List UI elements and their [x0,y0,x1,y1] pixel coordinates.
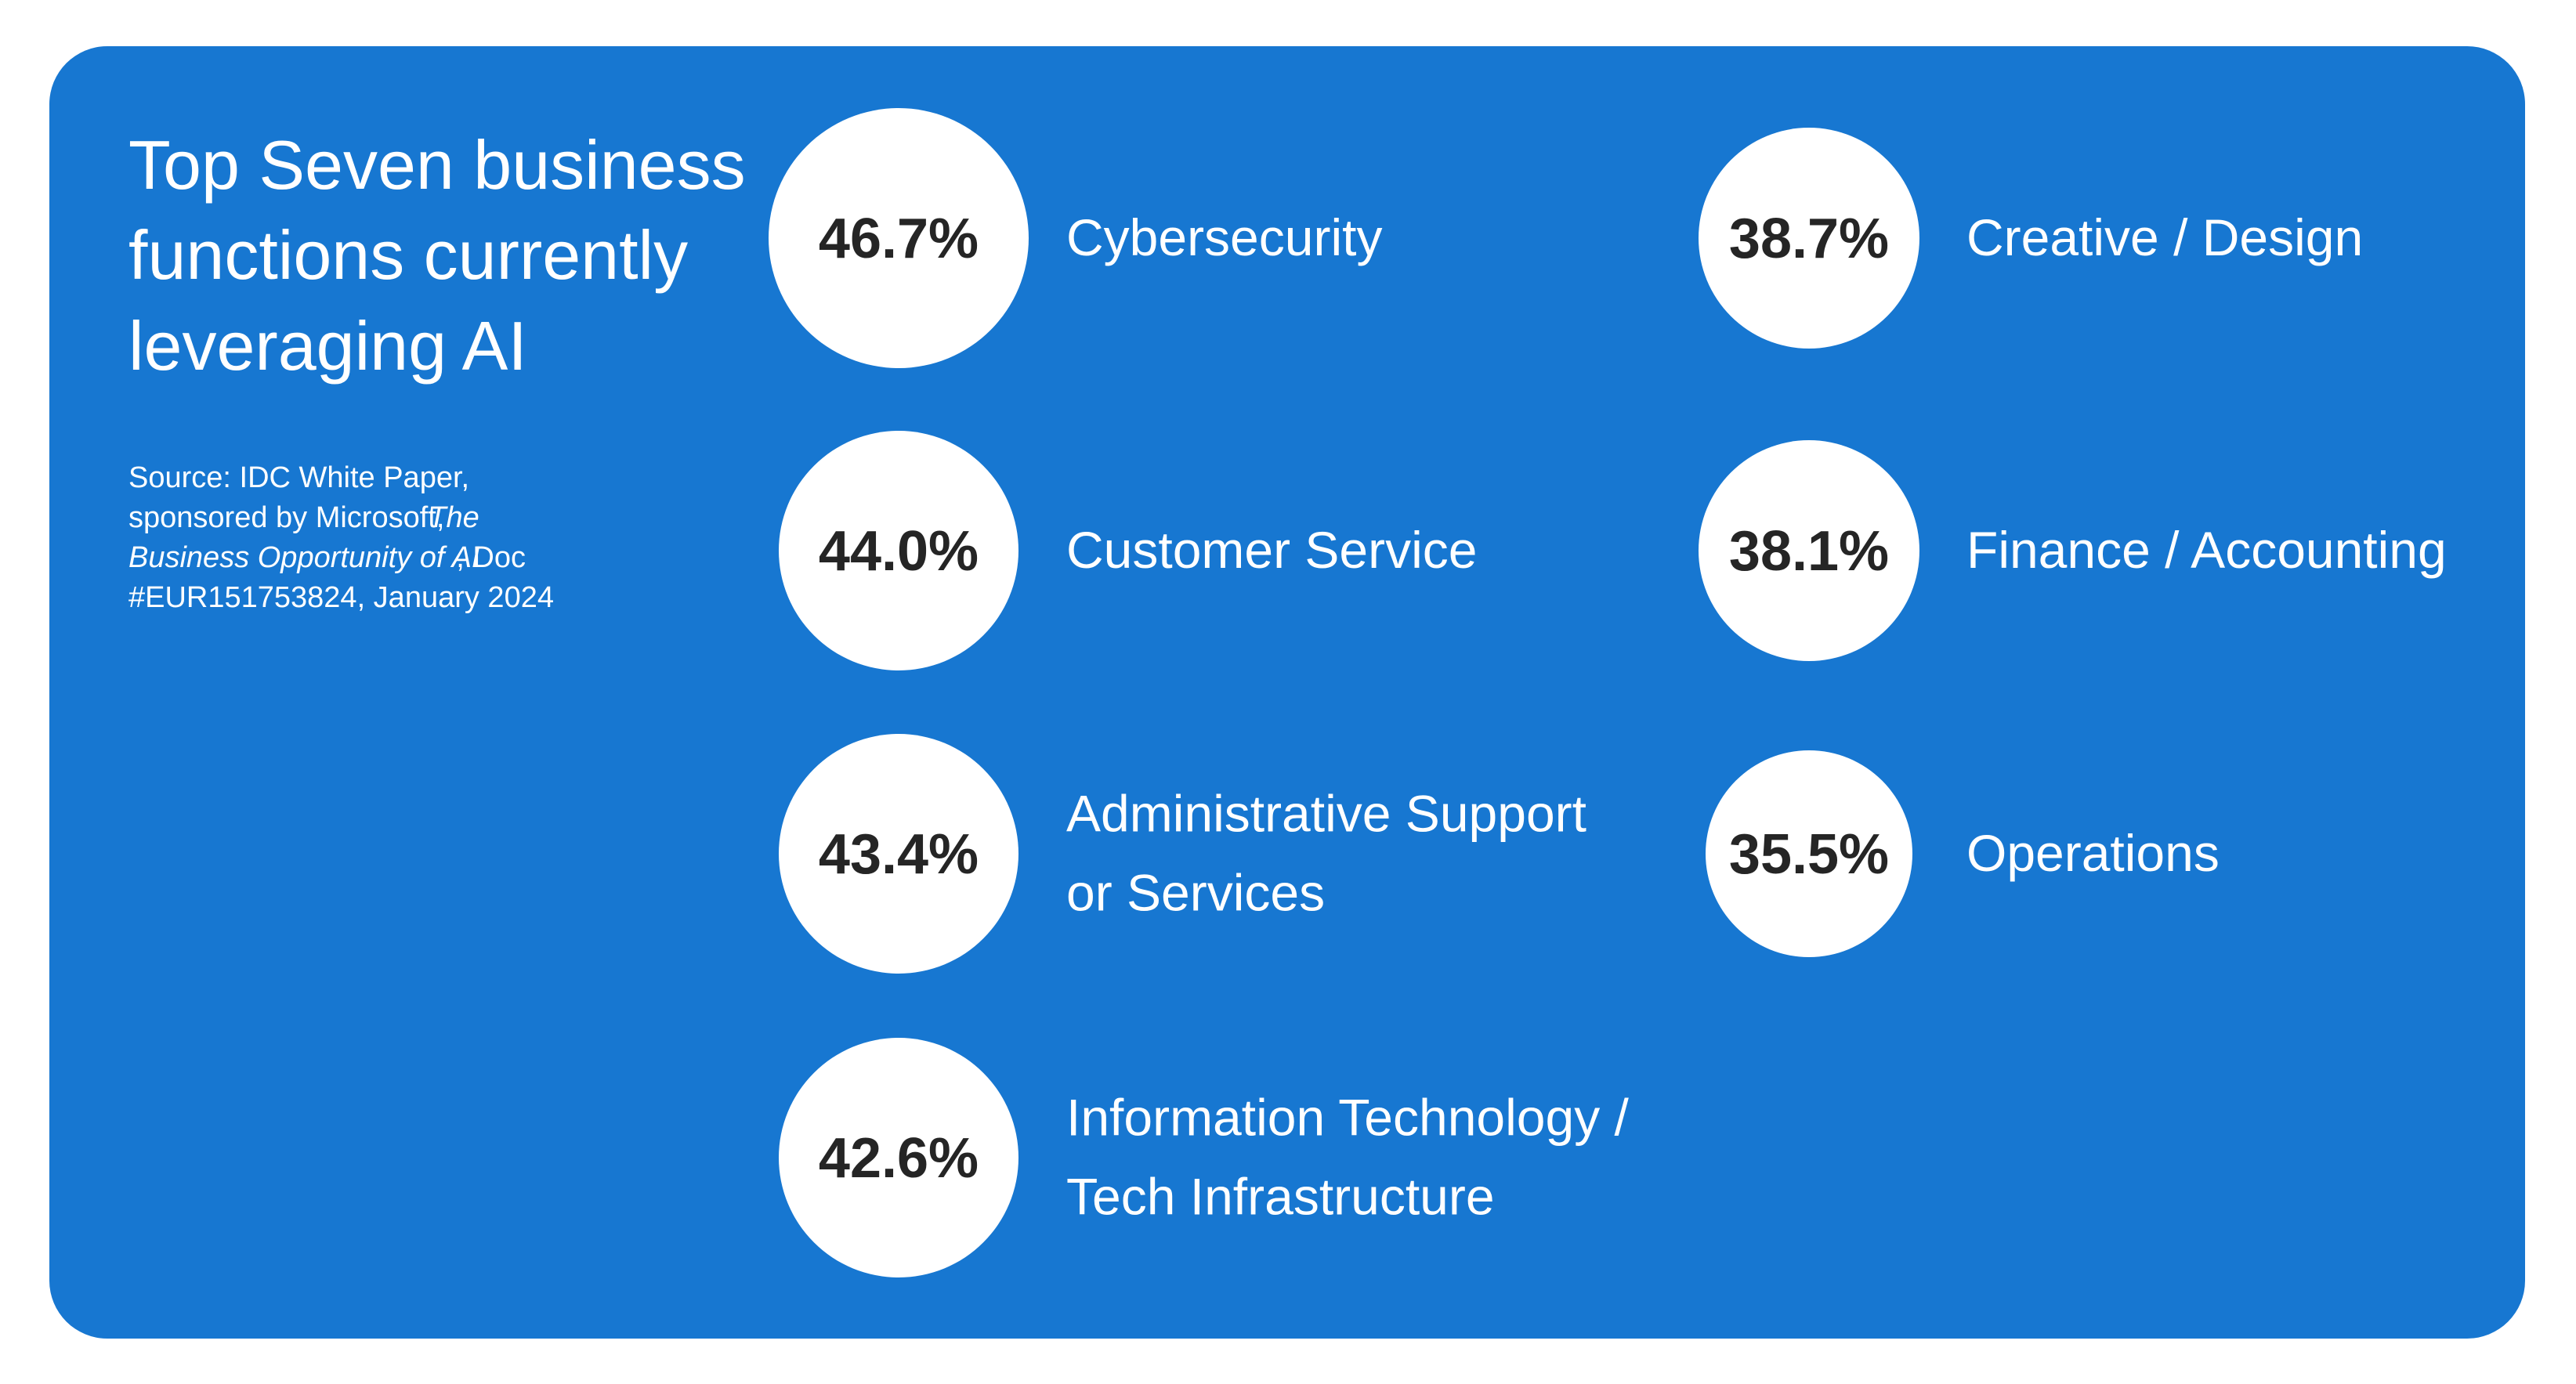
item: 38.7% Creative / Design [1699,128,2363,349]
item: 43.4% Administrative Support or Services [779,734,1586,974]
source-text: Business Opportunity of AI [128,541,480,574]
value: 44.0% [819,520,979,583]
item-label: Information Technology / [1066,1089,1630,1147]
source-text: , Doc [456,541,526,574]
item-label: or Services [1066,864,1325,922]
source-run: , Doc [456,541,526,574]
source-text: sponsored by Microsoft, [128,501,444,534]
value-circle [1706,750,1912,957]
source-run: The [428,501,479,534]
source-text: #EUR151753824, January 2024 [128,581,554,614]
title-line: functions currently [128,216,688,294]
item-label: Tech Infrastructure [1066,1168,1495,1226]
value-circle [779,734,1018,974]
source: Source: IDC White Paper, sponsored by Mi… [128,461,554,614]
value-circle [769,108,1029,368]
item-label: Cybersecurity [1066,208,1382,266]
source-text: Source: IDC White Paper, [128,461,469,494]
value-circle [779,431,1018,670]
item: 38.1% Finance / Accounting [1699,440,2447,661]
value-circle [1699,128,1919,349]
source-run: Source: IDC White Paper, [128,461,469,494]
item: 35.5% Operations [1706,750,2220,957]
value: 46.7% [819,208,979,270]
source-run: sponsored by Microsoft, [128,501,444,534]
item-label: Operations [1966,824,2220,882]
item-label: Administrative Support [1066,785,1586,843]
value: 38.7% [1729,208,1889,270]
item-label: Customer Service [1066,521,1478,579]
source-run: #EUR151753824, January 2024 [128,581,554,614]
value: 43.4% [819,823,979,886]
item: 46.7% Cybersecurity [769,108,1382,368]
item-label: Finance / Accounting [1966,521,2447,579]
item: 42.6% Information Technology / Tech Infras… [779,1038,1630,1277]
item: 44.0% Customer Service [779,431,1478,670]
source-text: The [428,501,479,534]
value: 38.1% [1729,520,1889,583]
value: 42.6% [819,1127,979,1190]
value-circle [1699,440,1919,661]
source-run: Business Opportunity of AI [128,541,480,574]
panel [49,46,2525,1339]
title-line: leveraging AI [128,307,527,385]
value: 35.5% [1729,823,1889,886]
item-label: Creative / Design [1966,208,2363,266]
value-circle [779,1038,1018,1277]
title-line: Top Seven business [128,126,746,204]
